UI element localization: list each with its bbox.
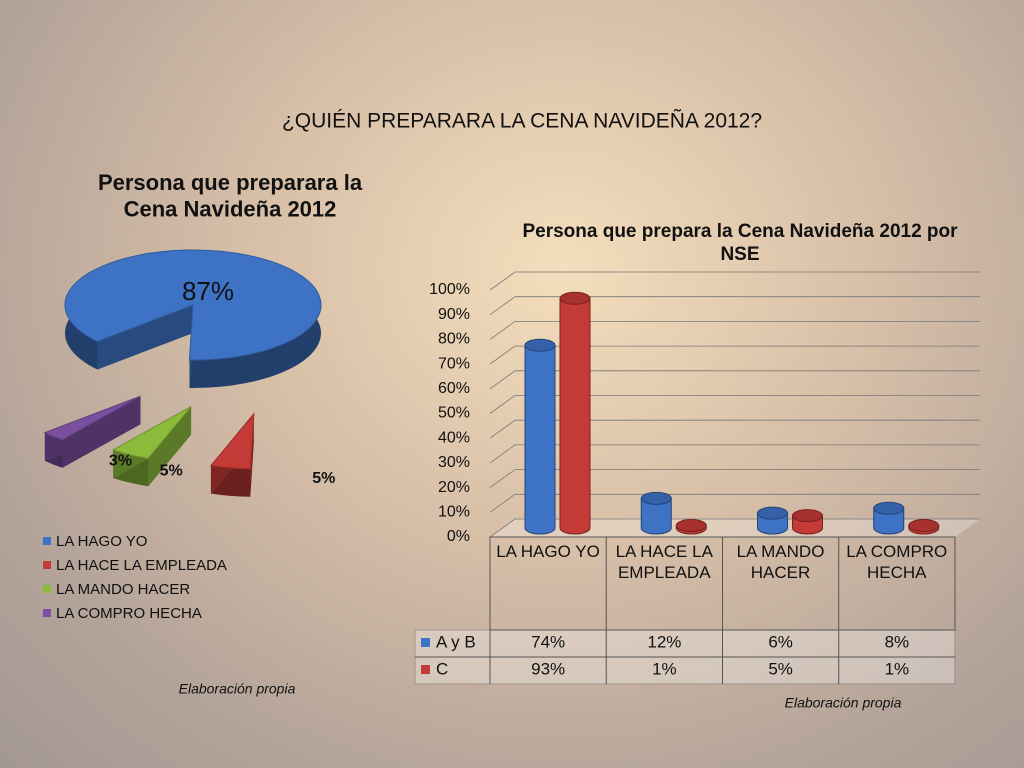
grid-line [489, 271, 980, 291]
y-tick-label: 20% [438, 479, 470, 496]
x-tick-label: LA COMPRO HECHA [846, 542, 948, 582]
table-value: 6% [768, 632, 793, 651]
pie-slice [64, 249, 322, 361]
pie-slice [43, 395, 141, 441]
y-tick-label: 90% [438, 306, 470, 323]
data-label: 5% [160, 463, 183, 480]
bar [873, 507, 905, 535]
legend-label: LA HAGO YO [56, 533, 147, 550]
legend-label: C [436, 659, 448, 678]
y-tick-label: 70% [438, 355, 470, 372]
back-wall [490, 519, 980, 537]
bar [559, 297, 591, 535]
y-tick-label: 80% [438, 331, 470, 348]
legend-swatch [421, 638, 430, 647]
x-tick-label: LA HAGO YO [496, 542, 600, 561]
data-label: 3% [109, 452, 132, 469]
y-tick-label: 50% [438, 405, 470, 422]
bar-top [640, 491, 672, 505]
table-value: 93% [531, 659, 565, 678]
grid-line [489, 493, 980, 513]
x-tick-label: LA HACE LA EMPLEADA [615, 542, 713, 582]
pie-slice-side [44, 396, 141, 468]
pie-slice [111, 406, 192, 459]
bar-top [757, 506, 788, 520]
grid-line [489, 444, 980, 464]
pie-slice [209, 412, 255, 470]
y-tick-label: 100% [429, 281, 470, 298]
y-tick-label: 60% [438, 380, 470, 397]
table-value: 1% [652, 659, 677, 678]
legend-swatch [43, 609, 51, 617]
legend-label: LA MANDO HACER [56, 581, 190, 598]
data-label: 5% [312, 470, 335, 487]
table-value: 1% [885, 659, 910, 678]
grid-line [489, 296, 980, 316]
legend-swatch [43, 561, 51, 569]
note: Elaboración propia [179, 681, 296, 697]
table-value: 5% [768, 659, 793, 678]
legend-swatch [43, 585, 51, 593]
bar-top [908, 519, 940, 533]
table-value: 74% [531, 632, 565, 651]
y-tick-label: 0% [447, 528, 470, 545]
grid-line [489, 469, 980, 488]
grid-line [489, 518, 980, 538]
legend-label: A y B [436, 632, 476, 651]
bar-top [559, 291, 591, 305]
data-label: 87% [182, 276, 234, 306]
y-tick-label: 30% [438, 454, 470, 471]
grid-line [489, 345, 980, 365]
legend-label: LA COMPRO HECHA [56, 605, 202, 622]
slide-title: ¿QUIÉN PREPARARA LA CENA NAVIDEÑA 2012? [282, 109, 762, 133]
bar [640, 497, 672, 535]
legend-swatch [421, 665, 430, 674]
bar-top [792, 509, 823, 523]
legend-swatch [43, 537, 51, 545]
bar-top [524, 338, 556, 352]
x-tick-label: LA MANDO HACER [736, 542, 825, 582]
y-tick-label: 40% [438, 429, 470, 446]
note: Elaboración propia [785, 695, 902, 711]
pie-slice-side [97, 305, 193, 388]
y-tick-label: 10% [438, 504, 470, 521]
chart-title: Persona que prepara la Cena Navideña 201… [522, 221, 958, 265]
grid-line [489, 395, 980, 414]
grid-line [489, 370, 980, 390]
grid-line [489, 321, 980, 340]
table-value: 8% [885, 632, 910, 651]
grid-line [489, 419, 980, 439]
legend-label: LA HACE LA EMPLEADA [56, 557, 227, 574]
bar-top [675, 519, 707, 533]
bar [524, 344, 556, 535]
table-value: 12% [647, 632, 681, 651]
chart-title: Persona que preparara la Cena Navideña 20… [98, 170, 363, 221]
bar-top [873, 501, 905, 515]
